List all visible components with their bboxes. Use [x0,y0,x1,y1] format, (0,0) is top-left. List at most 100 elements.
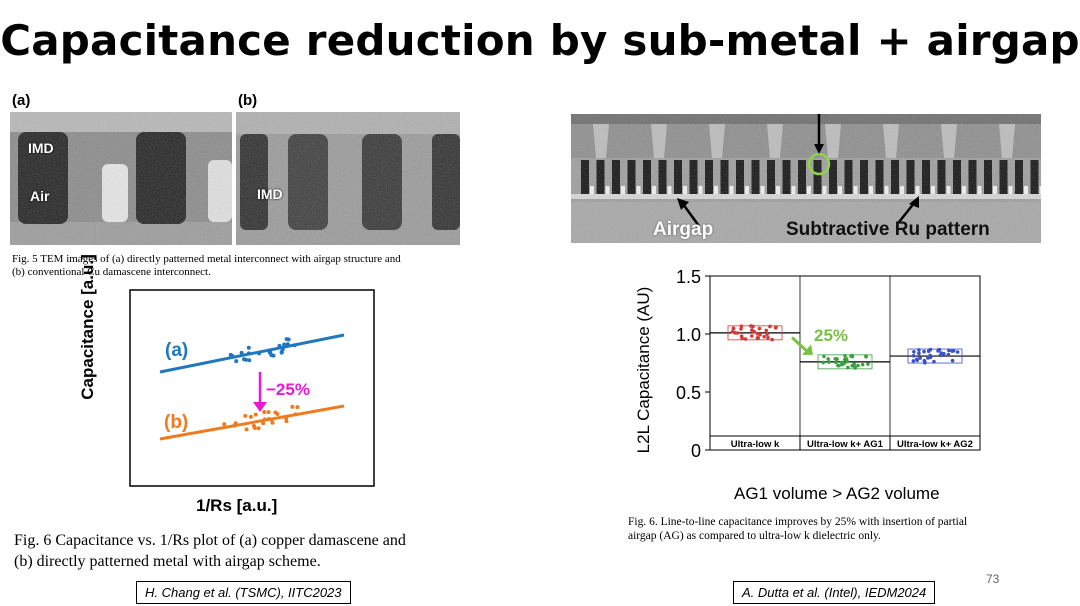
data-point [911,359,916,363]
data-point [821,360,825,365]
reduction-arrowhead [802,344,813,355]
scatter-point-a [292,343,297,348]
data-point [846,365,850,370]
ru-pattern-label: Subtractive Ru pattern [786,219,990,240]
tem-air-label: Air [30,188,50,204]
scatter-point-b [270,420,275,425]
data-point [950,358,955,363]
ru-pointer-arrow [898,201,916,223]
data-point [955,350,960,354]
data-point [826,357,830,361]
data-point [751,330,755,334]
l2l-capacitance-chart: 1.5 1.0 0.5 0 Ultra-low k Ultra-low k+ AG1 Ult… [676,267,981,461]
scatter-point-b [261,421,266,426]
slide-number: 73 [986,572,1000,586]
data-point [918,356,922,360]
y-tick-label: 0.5 [676,383,701,403]
chart-ylabel: L2L Capacitance (AU) [634,286,653,454]
scatter-point-a [268,350,273,355]
scatter-point-b [266,410,271,415]
tem-image-b [236,112,460,245]
data-point [750,334,754,338]
data-point [749,324,753,328]
data-point [915,357,919,362]
scatter-point-a [282,342,287,347]
scatter-point-b [293,412,298,417]
scatter-point-a [286,337,291,342]
scatter-point-a [277,343,282,348]
series-b-label: (b) [164,412,189,433]
trend-line-b [159,404,345,441]
category-label: Ultra-low k [731,439,780,450]
data-point [755,336,760,340]
scatter-point-b [256,426,261,431]
scatter-point-a [246,351,251,356]
scatter-point-b [273,410,278,415]
data-point [860,362,865,367]
scatter-points-b [222,404,300,432]
data-point [822,354,826,359]
scatter-point-a [279,350,284,355]
plot-ylabel: Capacitance [a.u.] [78,254,97,400]
scatter-point-a [230,353,235,358]
data-point [938,353,943,358]
data-point [849,354,853,358]
data-point [917,351,921,356]
reduction-annotation: −25% [266,380,310,399]
y-tick-label: 0 [691,441,701,461]
data-point [762,334,766,339]
fig5-caption: Fig. 5 TEM images of (a) directly patter… [12,253,472,279]
data-point [937,347,942,352]
data-point [946,352,951,357]
fig6-left-caption-line2: (b) directly patterned metal with airgap… [14,553,321,570]
data-point [764,328,769,333]
data-point [864,354,868,359]
fig5-caption-line1: Fig. 5 TEM images of (a) directly patter… [12,253,401,265]
scatter-point-b [267,416,272,421]
data-point [770,337,774,342]
scatter-point-a [243,357,248,362]
data-point [844,357,849,361]
fig6-left-caption-line1: Fig. 6 Capacitance vs. 1/Rs plot of (a) … [14,532,406,549]
tem-image-a [10,112,232,245]
tem-image-pair [10,112,460,245]
scatter-point-b [284,416,289,421]
data-point [834,360,838,365]
reduction-arrow [790,336,808,352]
tem-label-a: (a) [12,92,31,109]
tem-label-b: (b) [238,92,258,109]
trend-line-a [159,333,345,374]
scatter-point-b [222,422,227,427]
data-point [928,347,933,352]
fig6-left-caption: Fig. 6 Capacitance vs. 1/Rs plot of (a) … [14,530,494,572]
scatter-points-a [228,337,297,364]
fig5-caption-line2: (b) conventional Cu damascene interconne… [12,266,211,278]
tem-imd-label-a: IMD [28,140,54,156]
scatter-point-b [243,413,248,418]
scatter-point-a [234,359,239,364]
data-point [928,355,933,360]
data-point [843,353,847,358]
citation-left: H. Chang et al. (TSMC), IITC2023 [136,581,351,604]
data-point [851,363,856,368]
scatter-point-b [262,417,267,422]
category-label: Ultra-low k+ AG2 [897,439,973,450]
data-point [842,361,846,366]
data-point [765,332,769,336]
plot-frame [129,289,375,487]
scatter-point-b [253,412,258,417]
scatter-point-a [246,345,251,350]
data-point [768,324,772,329]
data-point [951,348,956,353]
data-point [739,327,743,331]
scatter-point-a [285,342,290,347]
data-point [947,348,951,353]
y-tick-label: 1.0 [676,325,701,345]
airgap-label: Airgap [653,219,714,240]
tem-imd-label-b: IMD [257,186,283,202]
fig6-right-caption: Fig. 6. Line-to-line capacitance improve… [628,515,1048,543]
data-point [739,324,744,329]
data-point [743,337,748,341]
scatter-point-a [239,350,244,355]
data-point [836,363,840,368]
